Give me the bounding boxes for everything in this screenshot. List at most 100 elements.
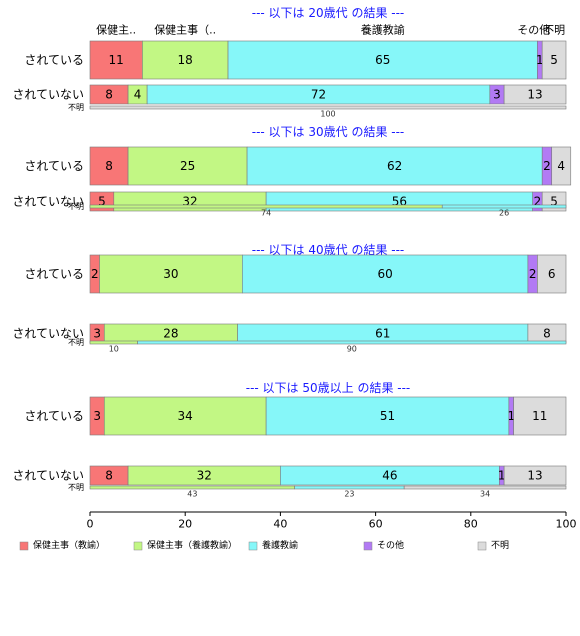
top-category-label: その他 [517,24,550,37]
data-label: 23 [344,490,354,499]
data-label: 43 [187,490,197,499]
top-category-label: 養護教諭 [361,23,405,37]
x-tick-label: 80 [464,518,478,531]
row-label: されていない [12,195,84,209]
bar-segment [99,254,243,294]
legend-label: 養護教諭 [262,539,298,551]
data-label: 3 [493,88,501,102]
row-label: 不明 [68,483,84,492]
bar-segment [127,146,248,186]
data-label: 100 [320,110,335,119]
bar-segment [537,254,567,294]
bar-segment [513,396,567,436]
legend-label: 保健主事（養護教諭） [147,539,237,551]
data-label: 11 [109,53,124,67]
legend-swatch [363,541,373,551]
row-label: されていない [12,88,84,102]
bar-segment [242,254,529,294]
legend-swatch [477,541,487,551]
panel-title: --- 以下は 20歳代 の結果 --- [252,6,405,20]
bar-segment [441,204,567,209]
data-label: 4 [134,88,142,102]
data-label: 74 [261,209,271,218]
panel-title: --- 以下は 50歳以上 の結果 --- [246,381,411,395]
data-label: 18 [178,53,193,67]
x-tick-label: 60 [369,518,383,531]
data-label: 4 [557,159,565,173]
x-tick-label: 40 [273,518,287,531]
data-label: 5 [98,195,106,209]
data-label: 2 [91,267,99,281]
row-label: 不明 [68,202,84,211]
bar-segment [246,146,543,186]
data-label: 8 [105,469,113,483]
bar-segment [403,485,567,490]
bar-segment [265,396,510,436]
legend-swatch [248,541,258,551]
data-label: 10 [109,345,119,354]
data-label: 6 [548,267,556,281]
row-label: されている [24,159,84,173]
bar-segment [89,146,129,186]
data-label: 8 [105,88,113,102]
data-label: 62 [387,159,402,173]
legend-label: その他 [377,539,404,551]
data-label: 32 [197,469,212,483]
data-label: 1 [498,469,506,483]
x-tick-label: 20 [178,518,192,531]
legend-label: 不明 [491,540,509,551]
panel-title: --- 以下は 40歳代 の結果 --- [252,243,405,257]
row-label: されている [24,267,84,281]
bar-segment [541,40,567,80]
data-label: 5 [550,53,558,67]
data-label: 46 [382,469,397,483]
data-label: 3 [93,409,101,423]
x-tick-label: 0 [87,518,94,531]
data-label: 30 [163,267,178,281]
bar-segment [142,40,229,80]
bar-segment [103,396,267,436]
data-label: 2 [534,195,542,209]
data-label: 90 [347,345,357,354]
data-label: 61 [375,327,390,341]
x-tick-label: 100 [556,518,577,531]
top-category-label: 保健主.. [96,23,136,37]
data-label: 28 [163,327,178,341]
row-label: されていない [12,469,84,483]
data-label: 51 [380,409,395,423]
data-label: 5 [550,195,558,209]
data-label: 1 [507,409,515,423]
row-label: されている [24,53,84,67]
legend-swatch [133,541,143,551]
data-label: 25 [180,159,195,173]
data-label: 8 [105,159,113,173]
data-label: 34 [480,490,490,499]
row-label: されている [24,409,84,423]
bar-segment [89,105,567,110]
row-label: 不明 [68,103,84,112]
bar-segment [137,340,567,345]
data-label: 1 [536,53,544,67]
data-label: 13 [527,88,542,102]
top-category-label: 保健主事（.. [154,23,216,37]
row-label: されていない [12,327,84,341]
top-category-label: 不明 [543,24,565,37]
data-label: 72 [311,88,326,102]
panel-title: --- 以下は 30歳代 の結果 --- [252,125,405,139]
data-label: 34 [178,409,193,423]
bar-segment [503,84,567,105]
legend-swatch [19,541,29,551]
data-label: 8 [543,327,551,341]
data-label: 2 [529,267,537,281]
row-label: 不明 [68,338,84,347]
legend-label: 保健主事（教諭） [33,539,105,551]
data-label: 11 [532,409,547,423]
data-label: 3 [93,327,101,341]
bar-segment [503,465,567,486]
data-label: 65 [375,53,390,67]
data-label: 60 [377,267,392,281]
bar-segment [551,146,572,186]
data-label: 26 [499,209,509,218]
